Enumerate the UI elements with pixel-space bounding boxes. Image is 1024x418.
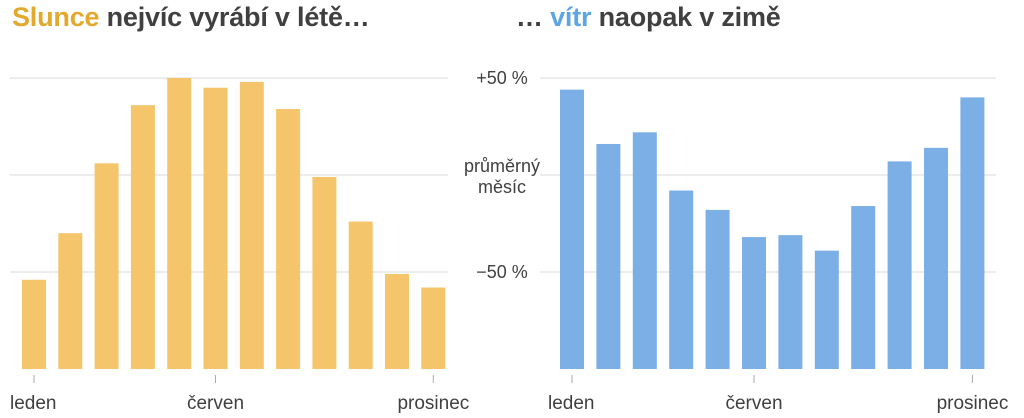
wind-bar-0	[560, 89, 584, 369]
solar-bar-8	[312, 176, 337, 369]
wind-bar-9	[887, 161, 912, 369]
solar-bar-3	[130, 105, 155, 369]
wind-bar-11	[960, 97, 985, 370]
wind-bar-2	[632, 132, 657, 369]
solar-bar-11	[421, 287, 446, 369]
solar-bar-6	[239, 81, 264, 369]
wind-y-label-1: −50 %	[476, 262, 528, 282]
wind-bar-6	[778, 235, 803, 369]
wind-title-rest: naopak v zimě	[591, 2, 781, 32]
solar-bar-9	[348, 221, 373, 369]
solar-chart-title: Slunce nejvíc vyrábí v létě…	[12, 2, 370, 33]
solar-bar-0	[22, 279, 46, 369]
solar-x-label-0: leden	[10, 393, 57, 414]
wind-bar-7	[814, 250, 839, 369]
wind-bar-8	[851, 206, 876, 369]
wind-bar-3	[669, 190, 694, 369]
wind-y-label-0: +50 %	[476, 68, 528, 88]
solar-title-rest: nejvíc vyrábí v létě…	[99, 2, 370, 32]
solar-bar-4	[167, 78, 192, 369]
wind-x-label-0: leden	[548, 393, 595, 414]
wind-bar-5	[742, 237, 766, 369]
wind-chart-title: … vítr naopak v zimě	[516, 2, 781, 33]
solar-bar-1	[58, 233, 83, 369]
wind-x-label-2: prosinec	[937, 393, 1009, 414]
wind-bar-4	[705, 209, 730, 369]
solar-x-label-1: červen	[187, 393, 244, 414]
wind-y-mid-label-1: měsíc	[478, 177, 526, 197]
wind-y-mid-label-0: průměrný	[464, 156, 540, 176]
solar-bar-2	[94, 163, 119, 369]
wind-bar-1	[596, 143, 621, 369]
solar-bar-5	[203, 87, 228, 369]
solar-x-label-2: prosinec	[397, 393, 469, 414]
wind-title-prefix: …	[516, 2, 551, 32]
solar-bar-10	[385, 273, 409, 369]
wind-x-label-1: červen	[725, 393, 782, 414]
solar-title-highlight: Slunce	[12, 2, 100, 32]
wind-title-highlight: vítr	[550, 2, 592, 32]
wind-bar-10	[924, 147, 948, 369]
solar-bar-7	[276, 109, 301, 369]
